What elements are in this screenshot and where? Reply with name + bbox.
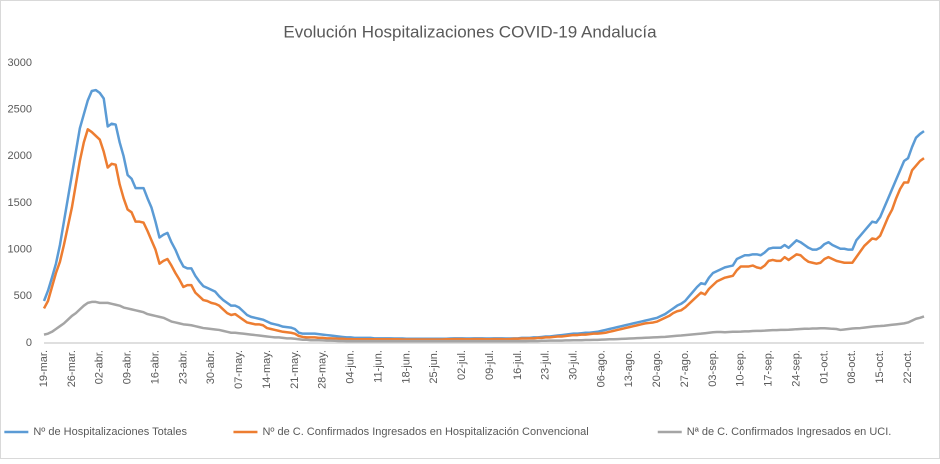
x-tick-label: 23-jul. — [540, 350, 552, 380]
x-tick-label: 03-sep. — [707, 350, 719, 387]
x-tick-label: 17-sep. — [763, 350, 775, 387]
x-tick-label: 19-mar. — [38, 350, 50, 387]
x-tick-label: 09-jul. — [484, 350, 496, 380]
x-tick-label: 13-ago. — [623, 350, 635, 387]
x-tick-label: 16-jul. — [512, 350, 524, 380]
legend-label: Nº de Hospitalizaciones Totales — [33, 426, 187, 438]
chart-title: Evolución Hospitalizaciones COVID-19 And… — [283, 22, 657, 41]
x-tick-label: 30-jul. — [567, 350, 579, 380]
y-tick-label: 500 — [14, 290, 32, 302]
x-tick-label: 02-abr. — [94, 350, 106, 384]
x-tick-label: 25-jun. — [428, 350, 440, 384]
y-tick-label: 1500 — [8, 197, 32, 209]
x-tick-label: 18-jun. — [400, 350, 412, 384]
y-tick-label: 3000 — [8, 57, 32, 69]
x-tick-label: 28-may. — [317, 350, 329, 389]
x-tick-label: 09-abr. — [122, 350, 134, 384]
x-tick-label: 01-oct. — [818, 350, 830, 384]
x-tick-label: 24-sep. — [790, 350, 802, 387]
legend-label: Nº de C. Confirmados Ingresados en Hospi… — [262, 426, 588, 438]
x-tick-label: 22-oct. — [902, 350, 914, 384]
y-tick-label: 2500 — [8, 104, 32, 116]
x-tick-label: 10-sep. — [735, 350, 747, 387]
x-tick-label: 21-may. — [289, 350, 301, 389]
x-tick-label: 07-may. — [233, 350, 245, 389]
x-tick-label: 14-may. — [261, 350, 273, 389]
x-tick-label: 04-jun. — [345, 350, 357, 384]
y-tick-label: 2000 — [8, 150, 32, 162]
x-tick-label: 16-abr. — [149, 350, 161, 384]
x-tick-label: 08-oct. — [846, 350, 858, 384]
x-tick-label: 23-abr. — [177, 350, 189, 384]
x-tick-label: 26-mar. — [66, 350, 78, 387]
y-tick-label: 1000 — [8, 244, 32, 256]
y-tick-label: 0 — [26, 337, 32, 349]
x-tick-label: 30-abr. — [205, 350, 217, 384]
x-tick-label: 02-jul. — [456, 350, 468, 380]
x-tick-label: 15-oct. — [874, 350, 886, 384]
line-series — [43, 300, 925, 343]
line-series — [42, 128, 925, 341]
x-tick-label: 20-ago. — [651, 350, 663, 387]
x-tick-label: 11-jun. — [372, 350, 384, 383]
x-tick-label: 06-ago. — [595, 350, 607, 387]
legend-label: Nª de C. Confirmados Ingresados en UCI. — [687, 426, 892, 438]
x-tick-label: 27-ago. — [679, 350, 691, 387]
